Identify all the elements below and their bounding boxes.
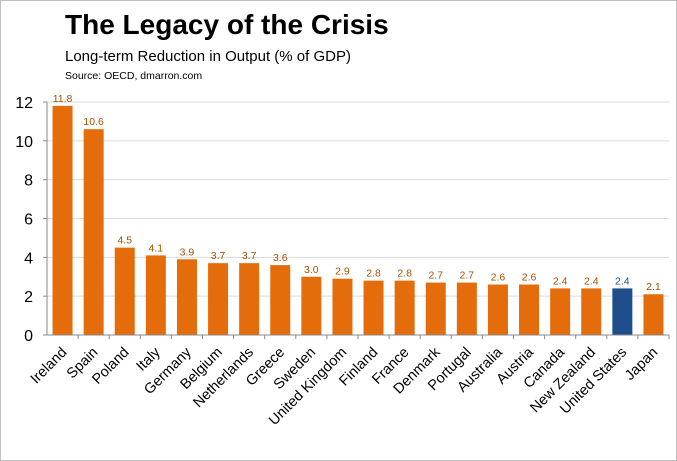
data-label: 2.7	[460, 270, 475, 282]
y-tick-label: 6	[24, 212, 33, 229]
bar-new-zealand	[581, 288, 602, 335]
y-tick-label: 4	[24, 250, 33, 267]
bar-portugal	[456, 282, 477, 335]
data-label: 3.9	[180, 246, 195, 258]
y-tick-label: 2	[24, 289, 33, 306]
bar-germany	[176, 259, 197, 335]
bar-belgium	[208, 263, 229, 335]
bar-canada	[550, 288, 571, 335]
x-tick-label: Japan	[622, 345, 661, 384]
data-label: 2.1	[646, 281, 661, 293]
data-label: 3.6	[273, 252, 288, 264]
bar-poland	[114, 247, 135, 335]
data-label: 2.9	[335, 266, 350, 278]
chart-subtitle: Long-term Reduction in Output (% of GDP)	[65, 48, 351, 65]
y-tick-label: 12	[15, 95, 33, 112]
y-tick-label: 8	[24, 173, 33, 190]
data-label: 11.8	[53, 93, 73, 105]
data-label: 2.7	[428, 270, 443, 282]
y-tick-label: 10	[15, 134, 33, 151]
bar-denmark	[425, 282, 446, 335]
data-label: 2.8	[397, 268, 412, 280]
data-label: 2.6	[522, 272, 537, 284]
chart-title: The Legacy of the Crisis	[65, 9, 389, 40]
data-label: 2.4	[615, 275, 630, 287]
data-label: 2.6	[491, 272, 506, 284]
bar-greece	[270, 265, 291, 335]
bar-australia	[487, 284, 508, 335]
bar-united-kingdom	[332, 278, 353, 335]
bar-sweden	[301, 276, 322, 335]
bar-united-states	[612, 288, 633, 335]
data-label: 2.4	[584, 275, 599, 287]
bar-france	[394, 280, 415, 335]
bar-austria	[519, 284, 540, 335]
bar-finland	[363, 280, 384, 335]
bar-spain	[83, 129, 104, 335]
data-label: 2.8	[366, 268, 381, 280]
data-label: 4.5	[117, 235, 132, 247]
data-label: 3.7	[242, 250, 257, 262]
chart-source: Source: OECD, dmarron.com	[65, 70, 203, 82]
data-label: 2.4	[553, 275, 568, 287]
data-label: 4.1	[149, 242, 164, 254]
data-label: 3.7	[211, 250, 226, 262]
data-label: 10.6	[83, 116, 104, 128]
x-tick-label: Ireland	[28, 345, 71, 388]
bar-japan	[643, 294, 664, 335]
bar-italy	[145, 255, 166, 335]
y-tick-label: 0	[24, 328, 33, 345]
bar-netherlands	[239, 263, 260, 335]
bar-ireland	[52, 105, 73, 335]
data-label: 3.0	[304, 264, 319, 276]
